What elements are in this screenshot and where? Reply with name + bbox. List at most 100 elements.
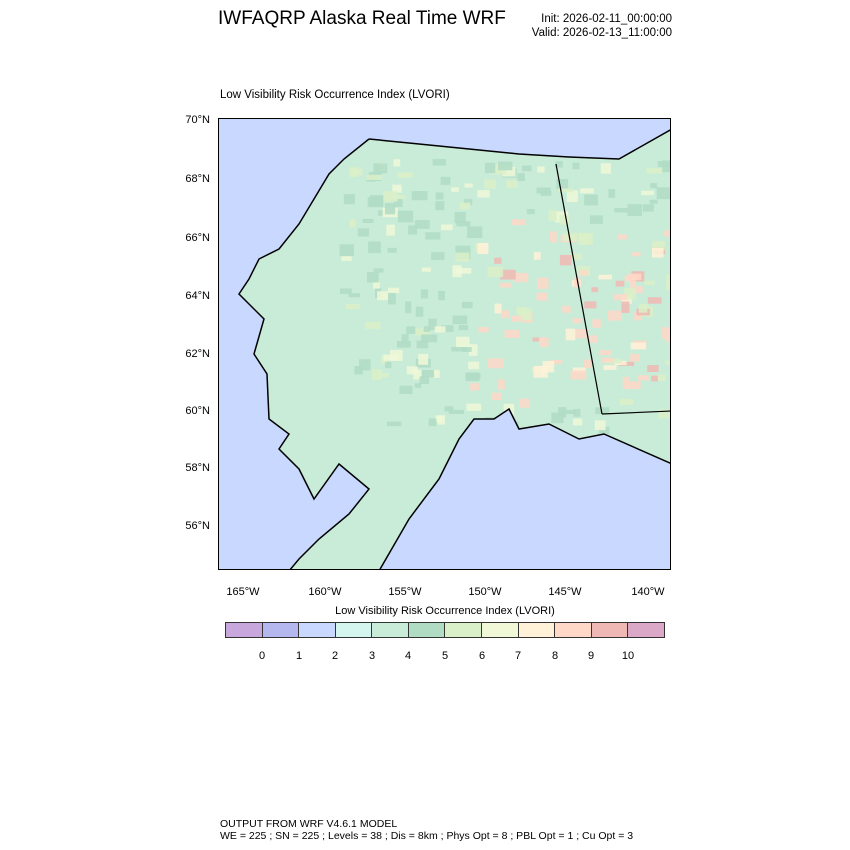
index-patch	[578, 270, 589, 276]
index-patch	[434, 326, 446, 333]
index-patches	[339, 159, 670, 438]
index-patch	[416, 340, 429, 349]
lon-label: 155°W	[388, 586, 422, 598]
index-patch	[393, 159, 401, 167]
index-patch	[592, 319, 601, 328]
index-patch	[562, 232, 578, 242]
index-patch	[354, 366, 363, 375]
index-patch	[624, 275, 631, 282]
index-patch	[431, 252, 445, 261]
index-patch	[458, 324, 469, 331]
index-patch	[362, 218, 374, 223]
figure-title: IWFAQRP Alaska Real Time WRF	[218, 8, 506, 29]
index-patch	[608, 188, 616, 198]
index-patch	[366, 272, 379, 283]
index-patch	[518, 308, 532, 321]
colorbar-label: 2	[331, 650, 339, 662]
index-patch	[614, 208, 629, 213]
colorbar	[225, 622, 665, 638]
index-patch	[414, 383, 422, 388]
index-patch	[649, 199, 658, 204]
index-patch	[435, 415, 443, 423]
index-patch	[373, 268, 384, 273]
ocean-south	[380, 409, 670, 569]
index-patch	[383, 191, 398, 202]
index-patch	[478, 327, 489, 333]
index-patch	[454, 211, 466, 224]
index-patch	[622, 376, 629, 389]
index-patch	[661, 327, 670, 339]
canada-coast	[601, 410, 670, 415]
index-patch	[341, 256, 352, 261]
index-patch	[537, 166, 545, 173]
index-patch	[349, 219, 356, 228]
index-patch	[536, 292, 547, 301]
index-patch	[494, 303, 502, 314]
lon-label: 165°W	[226, 586, 260, 598]
index-patch	[385, 361, 392, 369]
index-patch	[566, 190, 578, 203]
index-patch	[405, 301, 412, 314]
colorbar-swatch	[518, 623, 556, 637]
index-patch	[408, 225, 418, 235]
index-patch	[578, 232, 590, 245]
index-patch	[401, 334, 409, 344]
index-patch	[414, 328, 431, 336]
index-patch	[615, 280, 625, 287]
index-patch	[484, 179, 496, 189]
index-patch	[647, 365, 659, 372]
index-patch	[589, 215, 603, 224]
index-patch	[452, 315, 468, 325]
index-patch	[533, 365, 548, 378]
index-patch	[556, 179, 569, 190]
index-patch	[647, 297, 662, 304]
model-info: OUTPUT FROM WRF V4.6.1 MODEL	[220, 818, 398, 830]
index-patch	[396, 340, 411, 348]
map-svg	[219, 119, 670, 569]
index-patch	[411, 191, 428, 201]
index-patch	[387, 247, 397, 253]
index-patch	[650, 183, 658, 189]
index-patch	[467, 226, 483, 239]
colorbar-label: 0	[258, 650, 266, 662]
index-patch	[487, 266, 504, 278]
index-patch	[627, 204, 642, 217]
index-patch	[665, 282, 670, 290]
index-patch	[397, 210, 414, 223]
index-patch	[391, 195, 405, 200]
index-patch	[418, 354, 429, 365]
index-patch	[351, 168, 363, 176]
index-patch	[388, 287, 400, 294]
colorbar-label: 1	[295, 650, 303, 662]
colorbar-swatch	[628, 623, 664, 637]
model-settings: WE = 225 ; SN = 225 ; Levels = 38 ; Dis …	[220, 830, 634, 842]
index-patch	[658, 409, 670, 419]
index-patch	[466, 403, 482, 411]
index-patch	[657, 374, 667, 382]
colorbar-label: 9	[587, 650, 595, 662]
index-patch	[562, 305, 571, 313]
index-patch	[499, 282, 512, 288]
index-patch	[549, 359, 563, 365]
index-patch	[573, 409, 581, 417]
index-patch	[343, 194, 355, 205]
index-patch	[387, 421, 402, 427]
index-patch	[371, 369, 382, 380]
colorbar-label: 8	[551, 650, 559, 662]
index-patch	[428, 318, 437, 331]
index-patch	[572, 418, 583, 426]
index-patch	[584, 359, 592, 369]
index-patch	[357, 228, 370, 237]
lat-label: 68°N	[185, 173, 210, 185]
index-patch	[340, 288, 352, 295]
index-patch	[513, 272, 529, 283]
plot-subtitle: Low Visibility Risk Occurrence Index (LV…	[220, 89, 450, 101]
valid-time: Valid: 2026-02-13_11:00:00	[531, 27, 672, 39]
index-patch	[421, 334, 438, 343]
index-patch	[549, 231, 557, 243]
index-patch	[502, 166, 516, 177]
index-patch	[630, 286, 643, 294]
index-patch	[441, 325, 454, 333]
index-patch	[619, 399, 634, 405]
index-patch	[498, 161, 513, 171]
